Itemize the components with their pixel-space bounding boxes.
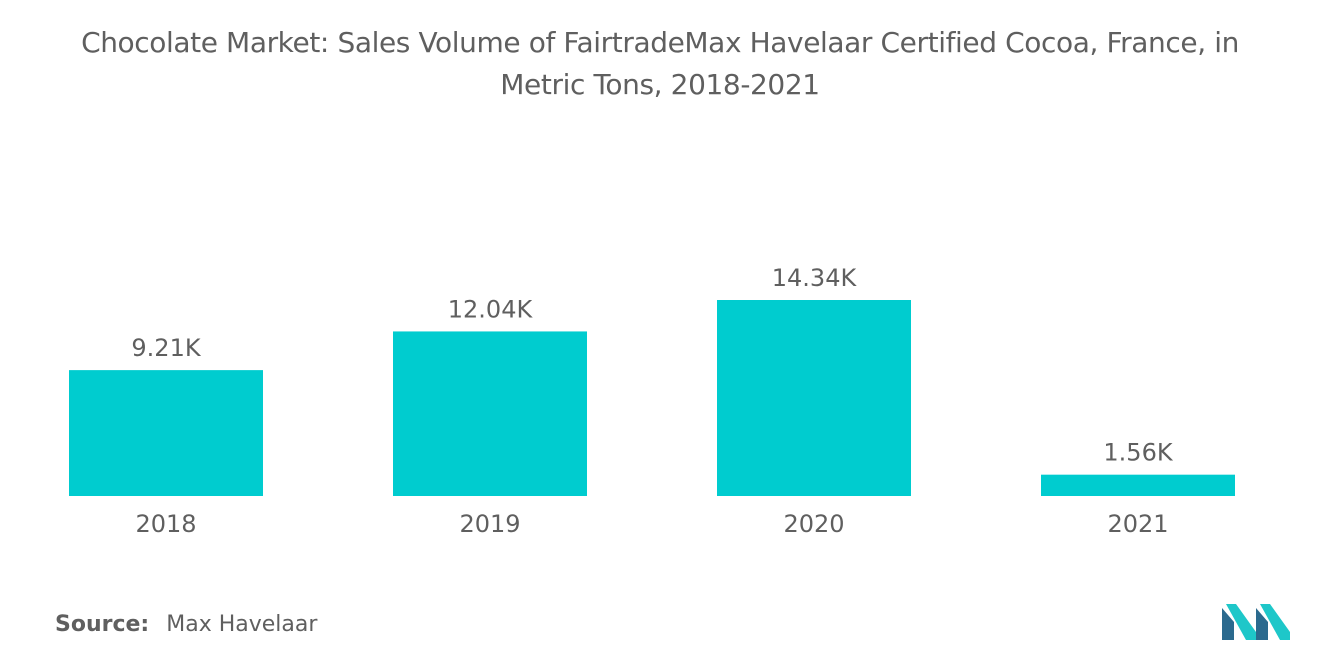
x-tick-label-2019: 2019 xyxy=(459,510,520,538)
x-tick-label-2018: 2018 xyxy=(135,510,196,538)
data-label-2018: 9.21K xyxy=(131,334,201,362)
bar-2018 xyxy=(69,370,263,496)
bar-chart: 9.21K 2018 12.04K 2019 14.34K 2020 1.56K 2021 xyxy=(69,264,1235,538)
source-line: Source: Max Havelaar xyxy=(55,612,317,637)
source-value: Max Havelaar xyxy=(166,612,318,637)
logo-shape-4 xyxy=(1260,604,1290,640)
bar-2020 xyxy=(717,300,911,496)
source-label: Source: xyxy=(55,612,150,637)
data-label-2021: 1.56K xyxy=(1103,439,1173,467)
x-tick-label-2021: 2021 xyxy=(1107,510,1168,538)
logo-shape-1 xyxy=(1222,608,1234,640)
x-tick-label-2020: 2020 xyxy=(783,510,844,538)
bar-2021 xyxy=(1041,474,1235,496)
chart-title: Chocolate Market: Sales Volume of Fairtr… xyxy=(81,26,1239,101)
data-label-2020: 14.34K xyxy=(772,264,858,292)
bar-2019 xyxy=(393,331,587,496)
logo-shape-3 xyxy=(1256,608,1268,640)
mordor-intelligence-logo-icon xyxy=(1222,604,1290,640)
logo-shape-2 xyxy=(1226,604,1256,640)
data-label-2019: 12.04K xyxy=(448,295,534,323)
